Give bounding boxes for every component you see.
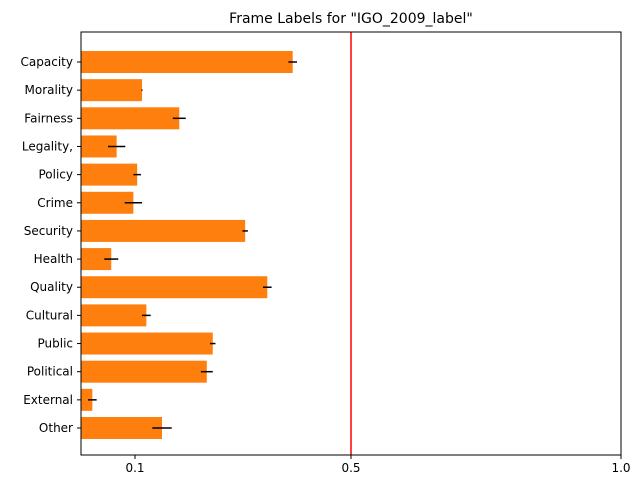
y-tick-label-public: Public xyxy=(37,337,73,351)
y-tick-label-security: Security xyxy=(24,224,73,238)
y-tick-label-legality: Legality, xyxy=(22,139,73,153)
x-tick-label: 0.1 xyxy=(125,461,144,475)
bar-quality xyxy=(81,276,268,299)
bar-external xyxy=(81,388,93,411)
y-tick-label-external: External xyxy=(23,393,73,407)
y-tick-label-health: Health xyxy=(34,252,73,266)
y-tick-label-morality: Morality xyxy=(25,83,73,97)
bar-health xyxy=(81,248,112,271)
y-tick-label-capacity: Capacity xyxy=(21,55,73,69)
bar-security xyxy=(81,219,246,242)
y-tick-label-political: Political xyxy=(27,365,73,379)
bar-capacity xyxy=(81,51,293,73)
bar-morality xyxy=(81,79,143,102)
bar-public xyxy=(81,332,213,355)
y-tick-label-cultural: Cultural xyxy=(26,308,73,322)
x-tick-label: 1.0 xyxy=(611,461,630,475)
y-tick-label-crime: Crime xyxy=(37,196,73,210)
bar-crime xyxy=(81,191,134,214)
bar-policy xyxy=(81,163,138,186)
x-tick-label: 0.5 xyxy=(341,461,360,475)
bar-fairness xyxy=(81,107,180,130)
y-axis: Capacity Morality Fairness Legality, Policy C… xyxy=(21,55,81,435)
x-axis: 0.1 0.5 1.0 xyxy=(125,455,631,475)
y-tick-label-policy: Policy xyxy=(38,168,73,182)
bar-other xyxy=(81,417,162,439)
bar-political xyxy=(81,360,207,383)
error-bars-layer xyxy=(88,61,297,429)
bar-legality xyxy=(81,135,117,158)
bar-cultural xyxy=(81,304,147,327)
chart-title: Frame Labels for "IGO_2009_label" xyxy=(229,11,473,27)
bars-layer xyxy=(81,51,293,439)
y-tick-label-quality: Quality xyxy=(30,280,73,294)
y-tick-label-fairness: Fairness xyxy=(24,111,73,125)
y-tick-label-other: Other xyxy=(39,421,73,435)
